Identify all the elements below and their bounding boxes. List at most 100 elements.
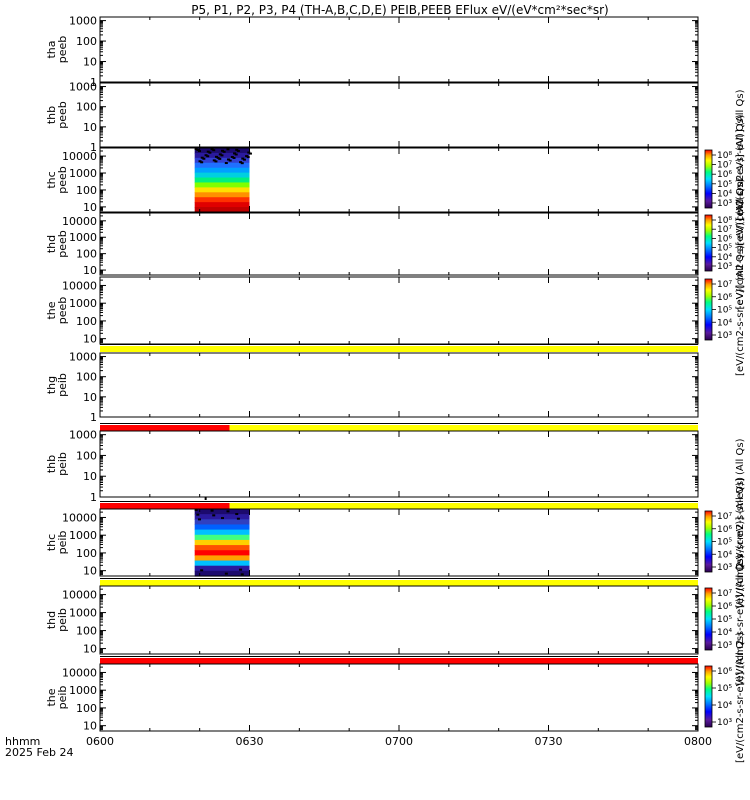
status-segment-thg-peib-0 [100, 346, 698, 352]
spectrogram-band-thc-peib-1 [194, 514, 250, 520]
panel-label-product-the-peeb: peeb [56, 297, 69, 325]
spectrogram-speckle-thc-peeb-21 [236, 149, 240, 152]
spectrogram-speckle-thc-peeb-30 [200, 161, 204, 164]
colorbar-tick-label-the-peib-0: 10⁶ [717, 667, 732, 677]
spectrogram-speckle-thc-peeb-18 [230, 155, 234, 158]
y-tick-label-thb-peib-3: 1 [90, 491, 97, 504]
colorbar-tick-label-thc-peeb-4: 10⁴ [717, 189, 732, 199]
colorbar-label-the-peeb: [eV/(cm2-s-sr-eV)] (All Qs) [735, 245, 746, 376]
spectrogram-speckle-thc-peeb-24 [242, 158, 246, 161]
spectrogram-speckle-thc-peib-2 [235, 513, 239, 516]
x-tick-label-4: 0800 [684, 735, 712, 748]
spectrogram-speckle-thc-peib-34 [226, 510, 230, 513]
panel-label-product-tha-peeb-empty: peeb [56, 36, 69, 64]
colorbar-tick-label-the-peeb-3: 10⁴ [717, 318, 732, 328]
y-tick-label-thc-peeb-2: 100 [76, 184, 97, 197]
panel-label-probe-thd-peeb: thd [45, 235, 58, 253]
spectrogram-speckle-thc-peeb-3 [200, 156, 204, 159]
colorbar-tick-label-thc-peeb-1: 10⁷ [717, 161, 732, 171]
spectrogram-speckle-thc-peeb-17 [210, 148, 214, 151]
spectrogram-speckle-thc-peeb-8 [247, 151, 251, 154]
panel-frame-thd-peib [99, 585, 699, 655]
y-tick-label-thc-peib-0: 10000 [62, 511, 97, 524]
panel-label-product-thg-peib: peib [56, 373, 69, 397]
colorbar-label-thc-peib: [eV/(cm2-s-sr-eV)] (All Qs) [735, 477, 746, 608]
spectrogram-band-thc-peeb-2 [194, 157, 250, 164]
spectrogram-band-thc-peeb-3 [194, 162, 250, 169]
spectrogram-band-thc-peib-6 [194, 539, 250, 546]
y-tick-label-the-peeb-1: 1000 [69, 297, 97, 310]
colorbar-tick-label-thc-peeb-2: 10⁶ [717, 170, 732, 180]
colorbar-tick-label-thd-peeb-2: 10⁶ [717, 234, 732, 244]
spectrogram-band-thc-peib-12 [194, 570, 250, 577]
panel-frame-thc-peib [99, 508, 699, 577]
panel-label-product-thd-peib: peib [56, 608, 69, 632]
x-axis-label-date: 2025 Feb 24 [5, 746, 73, 759]
spectrogram-speckle-thc-peeb-35 [246, 156, 250, 159]
spectrogram-band-thc-peib-4 [194, 529, 250, 536]
y-tick-label-the-peib-1: 1000 [69, 684, 97, 697]
y-tick-label-tha-peeb-empty-3: 1 [90, 76, 97, 89]
panel-label-product-thc-peib: peib [56, 531, 69, 555]
spectrogram-speckle-thc-peeb-20 [216, 156, 220, 159]
y-tick-label-the-peeb-3: 10 [83, 333, 97, 346]
y-tick-label-the-peib-3: 10 [83, 720, 97, 733]
colorbar-tick-label-the-peeb-2: 10⁵ [717, 306, 732, 316]
panel-label-probe-the-peib: the [45, 688, 58, 706]
panel-label-probe-the-peeb: the [45, 301, 58, 319]
panel-frame-thc-peeb [99, 147, 699, 213]
spectrogram-speckle-thc-peeb-5 [241, 157, 245, 160]
colorbar-tick-label-thc-peib-3: 10⁴ [717, 550, 732, 560]
spectrogram-speckle-thc-peib-15 [224, 572, 228, 575]
colorbar-tick-label-thd-peib-2: 10⁵ [717, 615, 732, 625]
spectrogram-speckle-thc-peeb-11 [198, 160, 202, 163]
y-tick-label-thd-peib-0: 10000 [62, 589, 97, 602]
spectrogram-band-thc-peeb-8 [194, 187, 250, 193]
x-tick-label-3: 0730 [535, 735, 563, 748]
colorbar-tick-label-thd-peib-4: 10³ [717, 641, 732, 651]
spectrogram-speckle-thc-peeb-34 [226, 148, 230, 151]
spectrogram-band-thc-peeb-5 [194, 172, 250, 179]
spectrogram-speckle-thc-peib-38 [197, 518, 201, 521]
spectrogram-speckle-thc-peeb-31 [220, 154, 224, 157]
colorbar-strip-thd-peeb [704, 214, 713, 272]
panel-label-product-thb-peib: peib [56, 452, 69, 476]
y-tick-label-thb-peeb-1: 100 [76, 101, 97, 114]
spectrogram-speckle-thc-peeb-25 [208, 151, 212, 154]
y-tick-label-thb-peib-2: 10 [83, 470, 97, 483]
y-tick-label-thg-peib-1: 100 [76, 371, 97, 384]
colorbar-tick-label-the-peib-2: 10⁴ [717, 701, 732, 711]
spectrogram-speckle-thc-peeb-19 [196, 149, 200, 152]
spectrogram-speckle-thc-peeb-2 [235, 148, 239, 151]
panel-label-probe-thb-peeb: thb [45, 106, 58, 124]
spectrogram-speckle-thc-peib-30 [200, 569, 204, 572]
spectrogram-speckle-thc-peeb-10 [233, 152, 237, 155]
spectrogram-band-thc-peib-2 [194, 519, 250, 526]
colorbar-thd-peib: 10⁷ 10⁶ 10⁵ 10⁴ 10³ [eV/(cm2-s-sr-eV)] (All Q… [704, 554, 746, 685]
panel-label-product-thc-peeb: peeb [56, 166, 69, 194]
spectrogram-speckle-thc-peeb-23 [222, 150, 226, 153]
spectrogram-speckle-thc-peeb-12 [218, 153, 222, 156]
y-tick-label-thd-peib-1: 1000 [69, 607, 97, 620]
panel-frame-thg-peib [99, 352, 699, 418]
spectrogram-speckle-thc-peeb-36 [212, 149, 216, 152]
spectrogram-speckle-thc-peeb-28 [214, 160, 218, 163]
colorbar-label-the-peib: [eV/(cm2-s-sr-eV)] (All Qs) [735, 632, 746, 763]
colorbar-label-thb-peib: [eV/(cm2-s-sr-eV)] (All Qs) [735, 438, 746, 569]
panel-label-product-thb-peeb: peeb [56, 101, 69, 129]
y-tick-label-thb-peeb-0: 1000 [69, 81, 97, 94]
colorbar-tick-label-thd-peib-0: 10⁷ [717, 589, 732, 599]
panel-stack: 1000100101thapeeb1000100101thbpeeb100001… [45, 15, 699, 733]
spectrogram-speckle-thc-peib-32 [240, 573, 244, 576]
spectrogram-speckle-thc-peeb-32 [240, 162, 244, 165]
